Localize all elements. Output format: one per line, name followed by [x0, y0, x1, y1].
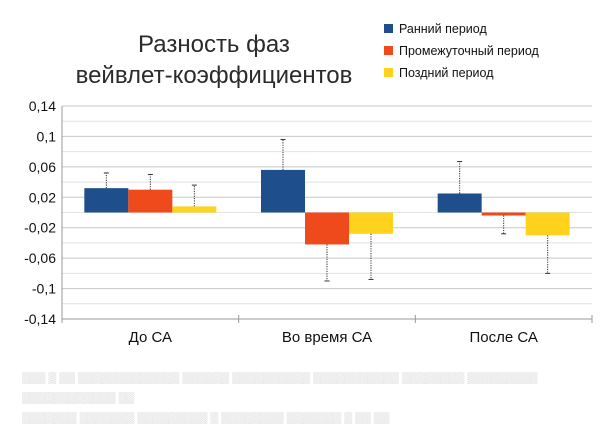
y-tick-label: 0,14	[29, 98, 56, 114]
y-tick-label: -0,06	[24, 250, 56, 266]
bar	[481, 212, 526, 216]
y-axis: 0,14 0,1 0,06 0,02 -0,02 -0,06 -0,1 -0,14	[24, 98, 63, 327]
bars	[84, 138, 570, 282]
chart: Разность фаз вейвлет-коэффициентов 0,140…	[24, 22, 593, 346]
bar	[305, 212, 349, 245]
legend: Ранний период Промежуточный период Поздний…	[384, 22, 539, 80]
y-tick-label: 0,06	[29, 159, 56, 175]
legend-label: Промежуточный период	[399, 44, 539, 58]
bar	[525, 212, 570, 236]
bar	[437, 193, 482, 213]
bar	[128, 189, 173, 213]
bar	[172, 206, 217, 213]
bar	[84, 188, 129, 213]
y-tick-label: -0,02	[24, 220, 56, 236]
x-axis: До СА Во время СА После СА	[61, 315, 593, 346]
figure-caption-blurred: ▒▒▒ ▒ ▒▒ ▒▒▒▒▒▒▒▒▒▒▒▒▒ ▒▒▒▒▒▒ ▒▒▒▒▒▒▒▒▒▒…	[22, 372, 538, 424]
y-tick-label: -0,14	[24, 311, 56, 327]
bar	[261, 169, 305, 213]
legend-swatch	[384, 46, 393, 55]
legend-label: Поздний период	[399, 66, 494, 80]
chart-title-line-1: Разность фаз	[138, 31, 290, 58]
category-label: До СА	[129, 329, 172, 346]
category-label: Во время СА	[282, 329, 372, 346]
y-tick-label: 0,02	[29, 189, 56, 205]
legend-swatch	[384, 68, 393, 77]
y-tick-label: 0,1	[37, 128, 57, 144]
chart-title-line-2: вейвлет-коэффициентов	[76, 62, 353, 89]
legend-label: Ранний период	[399, 22, 487, 36]
y-tick-label: -0,1	[32, 281, 56, 297]
bar	[349, 212, 393, 234]
category-label: После СА	[469, 329, 537, 346]
legend-swatch	[384, 24, 393, 33]
